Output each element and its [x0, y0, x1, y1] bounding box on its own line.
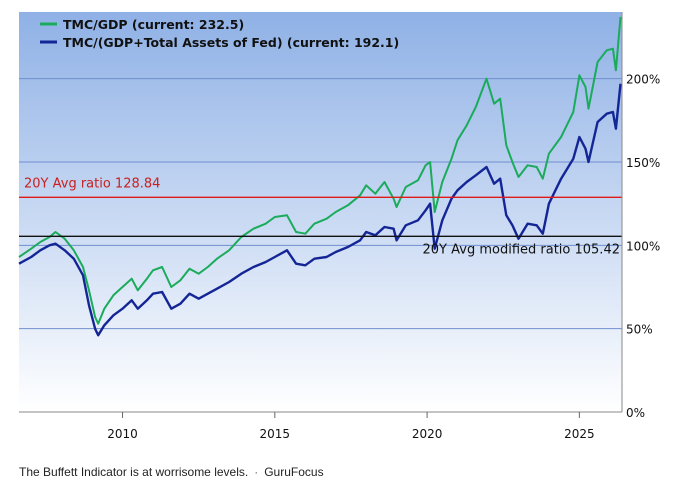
series-line-tmc-gdp-fed — [18, 83, 622, 337]
x-tick-label: 2015 — [260, 427, 291, 441]
caption-text: The Buffett Indicator is at worrisome le… — [19, 465, 249, 479]
x-tick-label: 2025 — [564, 427, 595, 441]
y-tick-label: 100% — [626, 239, 660, 253]
figure-caption: The Buffett Indicator is at worrisome le… — [19, 465, 324, 479]
x-tick-label: 2010 — [107, 427, 138, 441]
y-tick-label: 0% — [626, 406, 645, 420]
legend-label: TMC/GDP (current: 232.5) — [63, 17, 244, 32]
x-tick-label: 2020 — [412, 427, 443, 441]
y-tick-label: 50% — [626, 323, 653, 337]
series-lines — [18, 16, 622, 337]
plot-background — [19, 12, 622, 412]
reference-lines: 20Y Avg ratio 128.84 20Y Avg modified rat… — [19, 176, 622, 257]
axes: 0% 50% 100% 150% 200% 2010 2015 2020 2025 — [19, 12, 660, 441]
reference-label-20y-avg-modified: 20Y Avg modified ratio 105.42 — [423, 242, 620, 257]
chart-legend: TMC/GDP (current: 232.5) TMC/(GDP+Total A… — [40, 17, 399, 50]
buffett-indicator-chart: 20Y Avg ratio 128.84 20Y Avg modified rat… — [18, 12, 660, 441]
grid-lines — [19, 78, 622, 330]
caption-separator: · — [254, 465, 259, 479]
series-line-tmc-gdp — [18, 16, 622, 325]
y-tick-label: 150% — [626, 156, 660, 170]
legend-label: TMC/(GDP+Total Assets of Fed) (current: … — [63, 35, 399, 50]
reference-label-20y-avg: 20Y Avg ratio 128.84 — [24, 176, 160, 191]
y-tick-label: 200% — [626, 73, 660, 87]
caption-source: GuruFocus — [264, 465, 324, 479]
